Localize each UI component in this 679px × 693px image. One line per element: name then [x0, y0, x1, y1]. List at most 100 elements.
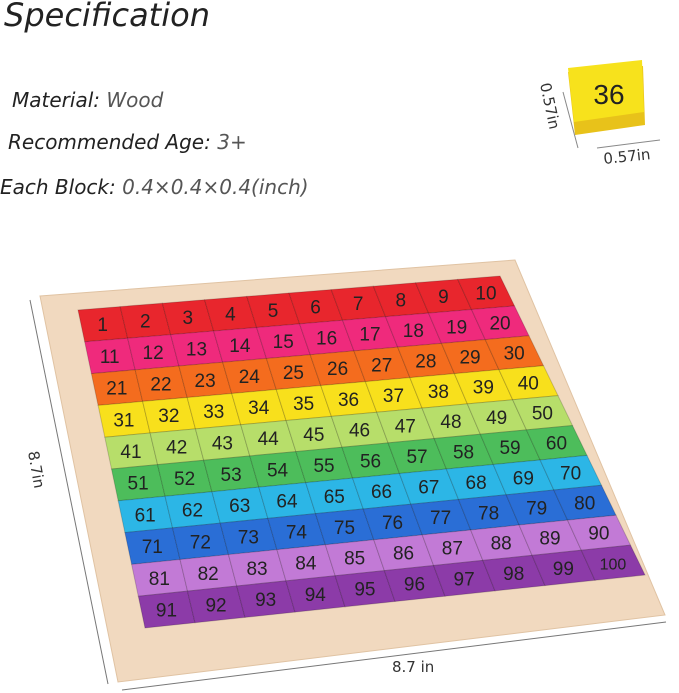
tile-number: 76 — [382, 513, 403, 534]
tile-number: 91 — [156, 600, 177, 621]
tile-number: 32 — [158, 406, 179, 427]
tile-number: 1 — [97, 315, 108, 336]
tile-number: 46 — [349, 421, 370, 442]
tile-number: 54 — [267, 460, 289, 481]
tile-number: 66 — [371, 482, 392, 503]
spec-label: Each Block: — [0, 175, 116, 199]
tile-number: 23 — [195, 371, 216, 392]
tile-number: 82 — [198, 564, 219, 585]
tile-number: 94 — [305, 585, 327, 606]
spec-label: Material: — [12, 88, 100, 112]
tile-number: 80 — [574, 494, 595, 515]
tile-number: 68 — [466, 473, 487, 494]
tile-number: 31 — [113, 410, 134, 431]
tile-number: 85 — [344, 549, 365, 570]
tile-number: 12 — [143, 343, 164, 364]
tile-number: 25 — [283, 363, 304, 384]
tile-number: 28 — [415, 351, 436, 372]
tile-number: 42 — [166, 438, 187, 459]
tile-number: 27 — [371, 355, 392, 376]
tile-number: 79 — [526, 498, 547, 519]
tile-number: 92 — [205, 595, 226, 616]
tile-number: 51 — [128, 474, 149, 495]
tile-number: 7 — [353, 294, 364, 315]
tile-number: 3 — [183, 308, 194, 329]
tile-number: 24 — [239, 367, 261, 388]
sample-block: 36 0.57in 0.57in — [536, 60, 661, 168]
tile-number: 52 — [174, 469, 195, 490]
tile-number: 14 — [229, 336, 251, 357]
tile-number: 44 — [258, 429, 280, 450]
tile-number: 64 — [276, 491, 298, 512]
tile-number: 73 — [238, 527, 259, 548]
tile-number: 88 — [491, 534, 512, 555]
tile-number: 34 — [248, 398, 270, 419]
tile-number: 33 — [203, 402, 224, 423]
tile-number: 10 — [475, 284, 496, 305]
spec-label: Recommended Age: — [8, 130, 211, 154]
tile-number: 13 — [186, 339, 207, 360]
tile-number: 43 — [212, 433, 233, 454]
tile-number: 75 — [334, 518, 355, 539]
tile-number: 15 — [273, 332, 294, 353]
board-height-line — [29, 299, 109, 685]
tile-number: 100 — [600, 557, 627, 574]
tile-number: 97 — [454, 569, 475, 590]
tile-number: 35 — [293, 394, 314, 415]
spec-block-size: Each Block: 0.4×0.4×0.4(inch) — [0, 175, 309, 199]
spec-value: 0.4×0.4×0.4(inch) — [122, 175, 309, 199]
tile-number: 21 — [106, 379, 127, 400]
tile-number: 84 — [295, 554, 317, 575]
tile-number: 20 — [489, 314, 510, 335]
tile-number: 50 — [532, 404, 553, 425]
tile-number: 22 — [150, 375, 171, 396]
tile-number: 56 — [360, 451, 381, 472]
tile-number: 63 — [229, 496, 250, 517]
block-height-label: 0.57in — [536, 81, 563, 131]
tile-number: 29 — [459, 348, 480, 369]
tile-number: 30 — [504, 344, 525, 365]
tile-number: 41 — [120, 442, 141, 463]
tile-number: 98 — [503, 564, 524, 585]
tile-number: 71 — [142, 537, 163, 558]
tile-number: 93 — [255, 590, 276, 611]
tile-number: 99 — [553, 559, 574, 580]
tile-number: 53 — [221, 465, 242, 486]
tile-number: 8 — [395, 291, 406, 312]
tile-number: 39 — [473, 378, 494, 399]
page-title: Specification — [4, 0, 210, 34]
spec-age: Recommended Age: 3+ — [8, 130, 247, 154]
tile-number: 61 — [135, 505, 156, 526]
tile-number: 89 — [539, 529, 560, 550]
tile-number: 95 — [354, 580, 375, 601]
block-face — [568, 60, 644, 122]
tile-number: 49 — [486, 408, 507, 429]
tile-number: 18 — [403, 321, 424, 342]
board-height-label: 8.7in — [24, 450, 48, 490]
tile-number: 11 — [100, 347, 120, 368]
tile-number: 9 — [438, 287, 449, 308]
tile-number: 77 — [430, 508, 451, 529]
tile-number: 16 — [316, 328, 337, 349]
tile-number: 5 — [268, 301, 279, 322]
tile-number: 45 — [303, 425, 324, 446]
tile-number: 74 — [286, 523, 308, 544]
board-width-line — [121, 621, 667, 691]
spec-material: Material: Wood — [12, 88, 163, 112]
block-width-line — [596, 139, 661, 149]
tile-number: 19 — [446, 317, 467, 338]
tile-number: 83 — [246, 559, 267, 580]
tile-number: 36 — [338, 390, 359, 411]
block-number: 36 — [593, 79, 624, 110]
tile-number: 26 — [327, 359, 348, 380]
block-width-label: 0.57in — [603, 145, 652, 168]
tile-number: 70 — [560, 464, 581, 485]
tile-number: 55 — [313, 456, 334, 477]
tile-number: 69 — [513, 468, 534, 489]
tile-number: 57 — [406, 447, 427, 468]
tile-number: 38 — [428, 382, 449, 403]
tile-number: 87 — [442, 539, 463, 560]
tile-number: 86 — [393, 544, 414, 565]
